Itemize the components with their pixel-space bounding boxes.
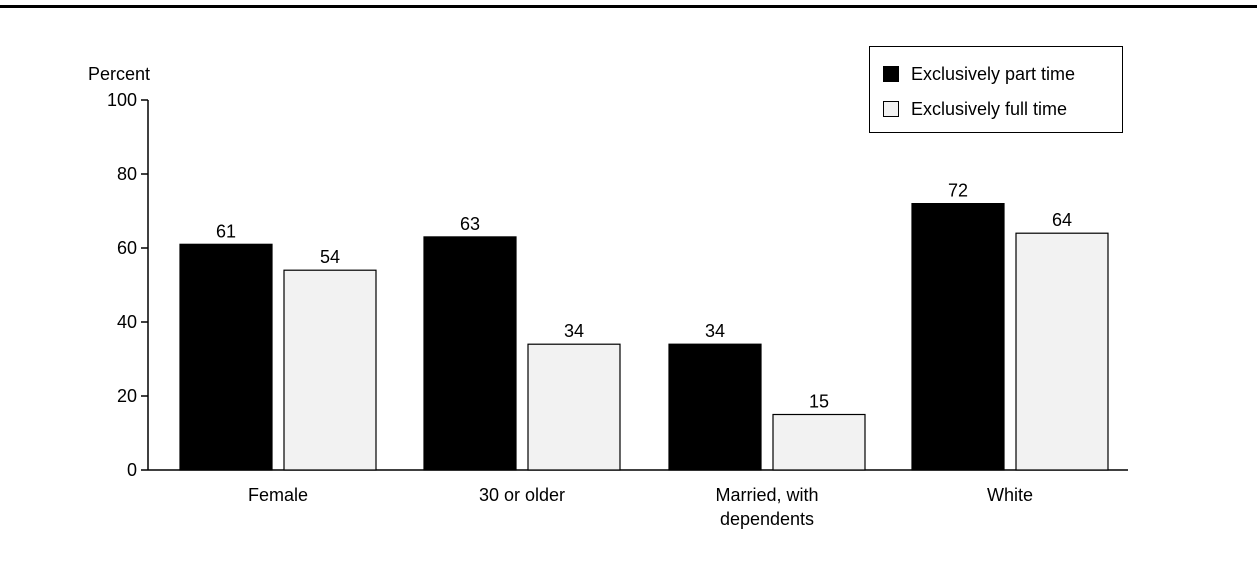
- data-label: 61: [216, 221, 236, 241]
- y-tick-label: 100: [107, 90, 137, 110]
- x-category-label: Married, with: [715, 485, 818, 505]
- x-category-label: Female: [248, 485, 308, 505]
- y-tick-label: 80: [117, 164, 137, 184]
- data-label: 34: [705, 321, 725, 341]
- bar-full-time: [1015, 232, 1109, 471]
- x-category-label: White: [987, 485, 1033, 505]
- y-tick-label: 20: [117, 386, 137, 406]
- y-axis-label: Percent: [88, 64, 150, 84]
- data-label: 34: [564, 321, 584, 341]
- bar-part-time: [179, 243, 273, 471]
- data-label: 64: [1052, 210, 1072, 230]
- x-category-label: 30 or older: [479, 485, 565, 505]
- data-label: 54: [320, 247, 340, 267]
- legend-item-part-time: Exclusively part time: [883, 64, 1075, 84]
- bar-full-time: [772, 413, 866, 471]
- bar-full-time: [283, 269, 377, 471]
- y-tick-label: 0: [127, 460, 137, 480]
- x-category-label: dependents: [720, 509, 814, 529]
- bar-part-time: [911, 203, 1005, 471]
- bar-full-time: [527, 343, 621, 471]
- legend-swatch-part-time: [883, 66, 899, 82]
- y-tick-label: 40: [117, 312, 137, 332]
- data-label: 72: [948, 181, 968, 201]
- bar-part-time: [423, 236, 517, 471]
- bar-part-time: [668, 343, 762, 471]
- legend: Exclusively part time Exclusively full t…: [869, 46, 1123, 133]
- legend-label-full-time: Exclusively full time: [911, 98, 1068, 119]
- legend-item-full-time: Exclusively full time: [883, 99, 1067, 119]
- data-label: 15: [809, 392, 829, 412]
- y-tick-label: 60: [117, 238, 137, 258]
- legend-swatch-full-time: [883, 101, 899, 117]
- legend-label-part-time: Exclusively part time: [911, 63, 1076, 84]
- data-label: 63: [460, 214, 480, 234]
- top-rule: [0, 5, 1257, 8]
